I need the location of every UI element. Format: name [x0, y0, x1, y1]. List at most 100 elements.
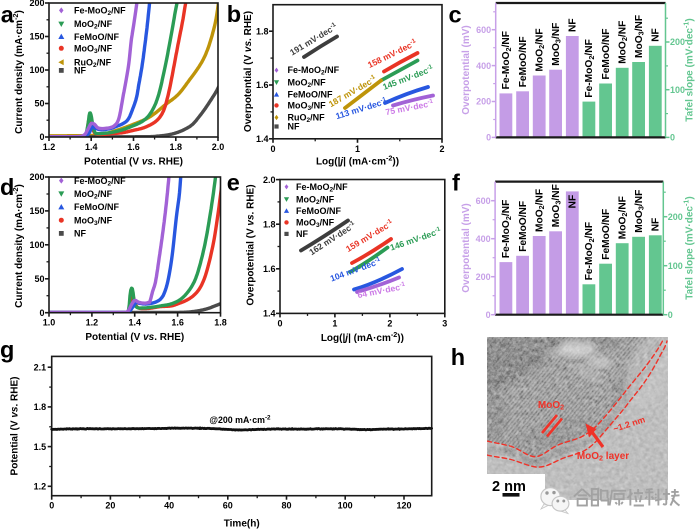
svg-text:NF: NF	[651, 28, 662, 42]
svg-text:200: 200	[29, 0, 44, 8]
svg-text:FeMoO/NF: FeMoO/NF	[601, 29, 612, 80]
svg-text:Potential (V vs. RHE): Potential (V vs. RHE)	[85, 332, 184, 343]
svg-text:FeMoO/NF: FeMoO/NF	[288, 90, 333, 100]
svg-text:Fe-MoO2/NF: Fe-MoO2/NF	[288, 65, 340, 77]
svg-text:Potential (V vs. RHE): Potential (V vs. RHE)	[84, 157, 183, 168]
svg-text:MoO2 layer: MoO2 layer	[577, 451, 629, 463]
svg-text:40: 40	[164, 501, 174, 511]
svg-text:0: 0	[486, 310, 491, 320]
svg-text:0: 0	[486, 133, 491, 143]
svg-text:0: 0	[277, 318, 282, 328]
svg-text:Overpotential (V vs. RHE): Overpotential (V vs. RHE)	[243, 11, 254, 132]
svg-text:2.0: 2.0	[263, 175, 276, 185]
svg-text:1.6: 1.6	[263, 264, 276, 274]
svg-text:MoO2/NF: MoO2/NF	[617, 21, 629, 64]
svg-text:1.5: 1.5	[34, 442, 47, 452]
svg-text:Current density (mA·cm-2): Current density (mA·cm-2)	[11, 184, 25, 308]
svg-text:60: 60	[223, 501, 233, 511]
svg-text:Log(|j| (mA·cm-2)): Log(|j| (mA·cm-2))	[321, 330, 404, 344]
svg-text:a: a	[1, 1, 15, 27]
svg-text:MoO2/NF: MoO2/NF	[74, 189, 113, 201]
svg-text:200: 200	[29, 172, 44, 182]
svg-text:g: g	[0, 337, 14, 363]
svg-text:MoO3/NF: MoO3/NF	[634, 15, 646, 58]
svg-text:h: h	[451, 344, 465, 370]
svg-text:c: c	[449, 1, 462, 27]
svg-text:FeMoO/NF: FeMoO/NF	[74, 202, 119, 212]
svg-text:MoO3/NF: MoO3/NF	[296, 217, 335, 229]
svg-text:150: 150	[29, 206, 44, 216]
svg-text:MoO3/NF: MoO3/NF	[634, 190, 646, 233]
svg-text:MoO2/NF: MoO2/NF	[288, 77, 327, 89]
svg-text:NF: NF	[74, 66, 86, 76]
svg-text:1.4: 1.4	[263, 309, 276, 319]
svg-text:50: 50	[34, 274, 44, 284]
svg-text:200: 200	[476, 272, 491, 282]
svg-text:2: 2	[439, 144, 444, 154]
svg-text:1.6: 1.6	[171, 318, 184, 328]
svg-text:100: 100	[668, 261, 683, 271]
svg-text:1.8: 1.8	[263, 219, 276, 229]
svg-text:0: 0	[49, 501, 54, 511]
svg-text:Fe-MoO2/NF: Fe-MoO2/NF	[501, 200, 513, 258]
svg-text:Potential (V vs. RHE): Potential (V vs. RHE)	[10, 377, 21, 476]
svg-text:400: 400	[476, 234, 491, 244]
svg-text:NF: NF	[568, 195, 579, 209]
svg-text:0: 0	[39, 132, 44, 142]
svg-text:2.1: 2.1	[34, 362, 47, 372]
svg-text:100: 100	[29, 65, 44, 75]
svg-text:200: 200	[670, 37, 685, 47]
svg-text:MoO2: MoO2	[538, 400, 564, 412]
svg-text:0: 0	[670, 133, 675, 143]
svg-text:600: 600	[476, 196, 491, 206]
svg-text:1.2: 1.2	[43, 142, 56, 152]
svg-text:200: 200	[668, 212, 683, 222]
svg-text:MoO2/NF: MoO2/NF	[534, 28, 546, 71]
svg-text:NF: NF	[651, 218, 662, 232]
svg-text:RuO2/NF: RuO2/NF	[288, 113, 326, 125]
svg-text:0: 0	[270, 144, 275, 154]
svg-text:Current density (mA·cm-2): Current density (mA·cm-2)	[11, 10, 25, 134]
svg-text:FeMoO/NF: FeMoO/NF	[601, 209, 612, 260]
svg-text:Fe-MoO2/NF: Fe-MoO2/NF	[584, 39, 596, 97]
svg-text:d: d	[0, 174, 14, 200]
svg-text:NF: NF	[296, 229, 308, 239]
svg-text:1.6: 1.6	[256, 80, 269, 90]
svg-text:Fe-MoO2/NF: Fe-MoO2/NF	[584, 222, 596, 280]
svg-text:1.6: 1.6	[127, 142, 140, 152]
svg-text:FeMoO/NF: FeMoO/NF	[518, 36, 529, 87]
svg-text:50: 50	[34, 99, 44, 109]
svg-text:1: 1	[332, 318, 337, 328]
svg-text:100: 100	[670, 85, 685, 95]
svg-text:FeMoO/NF: FeMoO/NF	[518, 201, 529, 252]
svg-text:1.8: 1.8	[256, 26, 269, 36]
svg-text:150: 150	[29, 32, 44, 42]
svg-text:MoO2/NF: MoO2/NF	[74, 19, 113, 31]
svg-text:MoO3/NF: MoO3/NF	[288, 100, 327, 112]
svg-text:1: 1	[355, 144, 360, 154]
svg-text:3: 3	[442, 318, 447, 328]
svg-text:20: 20	[105, 501, 115, 511]
svg-text:FeMoO/NF: FeMoO/NF	[296, 206, 341, 216]
svg-text:MoO3/NF: MoO3/NF	[74, 215, 113, 227]
svg-text:MoO3/NF: MoO3/NF	[551, 23, 563, 66]
svg-text:MoO2/NF: MoO2/NF	[617, 196, 629, 239]
svg-text:1.8: 1.8	[170, 142, 183, 152]
svg-text:Fe-MoO2/NF: Fe-MoO2/NF	[74, 176, 126, 188]
svg-text:1.2: 1.2	[34, 482, 47, 492]
svg-text:2.0: 2.0	[212, 142, 225, 152]
svg-text:80: 80	[281, 501, 291, 511]
svg-text:Overpotential (mV): Overpotential (mV)	[461, 25, 472, 114]
svg-text:1.8: 1.8	[34, 402, 47, 412]
svg-text:0: 0	[39, 308, 44, 318]
svg-text:Time(h): Time(h)	[224, 519, 260, 530]
svg-text:0: 0	[668, 310, 673, 320]
svg-text:1.2: 1.2	[86, 318, 99, 328]
svg-text:2: 2	[387, 318, 392, 328]
svg-text:100: 100	[29, 240, 44, 250]
svg-text:2 nm: 2 nm	[492, 479, 526, 495]
svg-text:Tafel slope (mV·dec-1): Tafel slope (mV·dec-1)	[682, 18, 696, 121]
svg-text:400: 400	[476, 61, 491, 71]
svg-text:1.4: 1.4	[256, 134, 269, 144]
svg-text:200: 200	[476, 97, 491, 107]
